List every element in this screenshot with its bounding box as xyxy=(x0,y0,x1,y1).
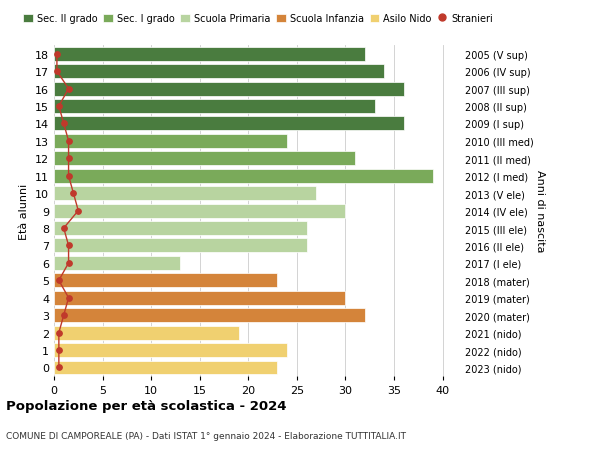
Point xyxy=(68,190,78,197)
Bar xyxy=(54,239,307,253)
Bar xyxy=(54,326,239,340)
Bar xyxy=(54,65,384,79)
Bar xyxy=(54,169,433,183)
Point xyxy=(64,294,73,302)
Point xyxy=(54,103,64,111)
Point xyxy=(59,121,68,128)
Point xyxy=(64,242,73,250)
Bar xyxy=(54,274,277,288)
Point xyxy=(59,312,68,319)
Text: COMUNE DI CAMPOREALE (PA) - Dati ISTAT 1° gennaio 2024 - Elaborazione TUTTITALIA: COMUNE DI CAMPOREALE (PA) - Dati ISTAT 1… xyxy=(6,431,406,441)
Point xyxy=(64,86,73,93)
Bar xyxy=(54,204,346,218)
Bar xyxy=(54,222,307,235)
Point xyxy=(54,347,64,354)
Bar xyxy=(54,100,374,114)
Bar xyxy=(54,48,365,62)
Point xyxy=(54,364,64,371)
Bar xyxy=(54,291,346,305)
Point xyxy=(64,138,73,145)
Point xyxy=(54,277,64,285)
Bar xyxy=(54,117,404,131)
Point xyxy=(64,260,73,267)
Point xyxy=(52,68,62,76)
Point xyxy=(59,225,68,232)
Bar xyxy=(54,257,180,270)
Bar xyxy=(54,308,365,323)
Bar xyxy=(54,343,287,357)
Bar xyxy=(54,134,287,149)
Text: Popolazione per età scolastica - 2024: Popolazione per età scolastica - 2024 xyxy=(6,399,287,412)
Point xyxy=(64,173,73,180)
Point xyxy=(52,51,62,58)
Point xyxy=(54,329,64,336)
Point xyxy=(64,155,73,162)
Point xyxy=(73,207,83,215)
Bar xyxy=(54,361,277,375)
Bar xyxy=(54,152,355,166)
Bar xyxy=(54,83,404,96)
Y-axis label: Anni di nascita: Anni di nascita xyxy=(535,170,545,252)
Y-axis label: Età alunni: Età alunni xyxy=(19,183,29,239)
Legend: Sec. II grado, Sec. I grado, Scuola Primaria, Scuola Infanzia, Asilo Nido, Stran: Sec. II grado, Sec. I grado, Scuola Prim… xyxy=(19,10,497,28)
Bar xyxy=(54,187,316,201)
